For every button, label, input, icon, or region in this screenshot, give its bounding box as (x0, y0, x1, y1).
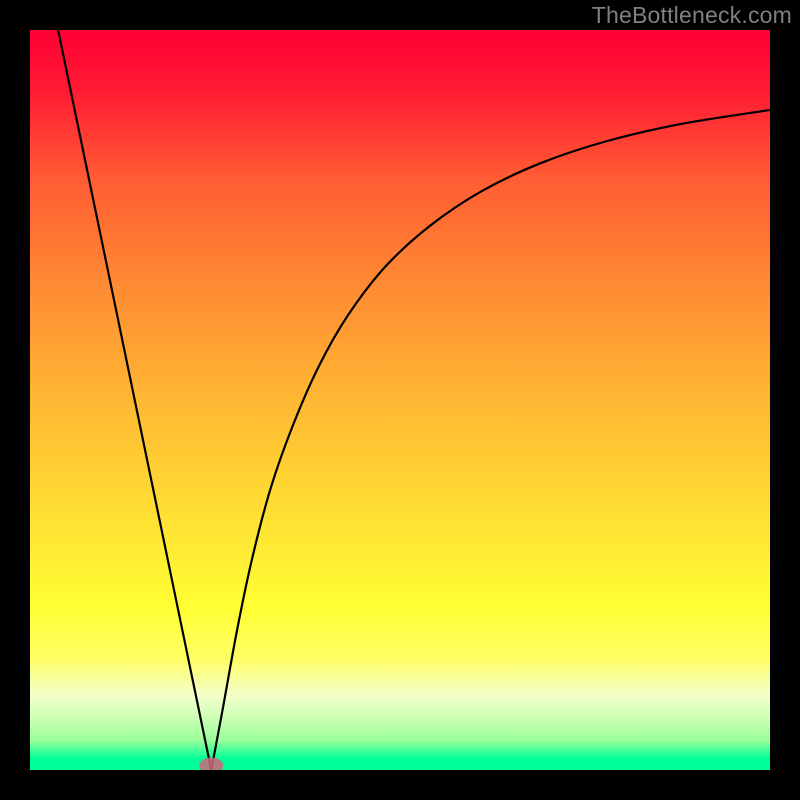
watermark-text: TheBottleneck.com (592, 2, 792, 29)
chart-frame: TheBottleneck.com (0, 0, 800, 800)
plot-area (30, 30, 770, 770)
chart-svg (30, 30, 770, 770)
gradient-background (30, 30, 770, 770)
